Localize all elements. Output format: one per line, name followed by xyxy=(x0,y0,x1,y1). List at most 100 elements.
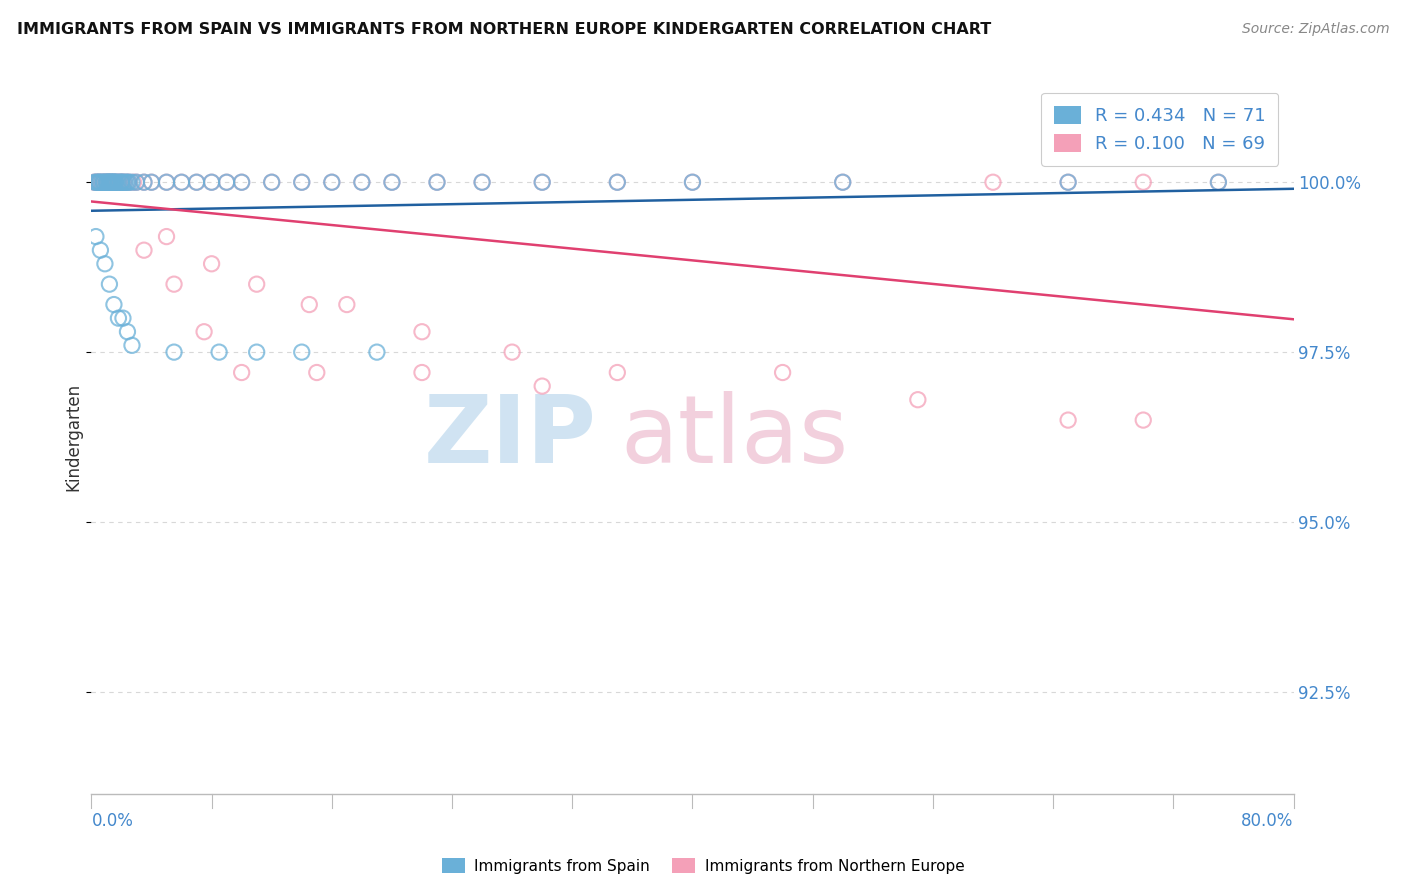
Point xyxy=(260,175,283,189)
Point xyxy=(115,175,138,189)
Point xyxy=(107,175,129,189)
Point xyxy=(321,175,343,189)
Point xyxy=(97,175,120,189)
Point xyxy=(170,175,193,189)
Text: 80.0%: 80.0% xyxy=(1241,812,1294,830)
Point xyxy=(681,175,703,189)
Point xyxy=(141,175,163,189)
Point xyxy=(471,175,494,189)
Point xyxy=(105,175,128,189)
Point xyxy=(93,175,115,189)
Point xyxy=(121,175,143,189)
Point xyxy=(117,175,139,189)
Point xyxy=(231,175,253,189)
Point xyxy=(381,175,404,189)
Point xyxy=(90,175,112,189)
Point xyxy=(215,175,238,189)
Point xyxy=(163,345,186,359)
Point xyxy=(89,175,111,189)
Point xyxy=(831,175,853,189)
Point xyxy=(86,175,108,189)
Point xyxy=(96,175,118,189)
Point xyxy=(122,175,145,189)
Point xyxy=(1208,175,1230,189)
Point xyxy=(291,175,314,189)
Point xyxy=(186,175,208,189)
Point xyxy=(336,297,359,311)
Point xyxy=(98,175,121,189)
Point xyxy=(681,175,703,189)
Point xyxy=(606,175,628,189)
Point xyxy=(87,175,110,189)
Point xyxy=(231,175,253,189)
Point xyxy=(96,175,118,189)
Point xyxy=(118,175,141,189)
Point xyxy=(366,345,388,359)
Point xyxy=(103,297,125,311)
Point xyxy=(201,257,224,271)
Point xyxy=(125,175,148,189)
Point xyxy=(110,175,132,189)
Point xyxy=(186,175,208,189)
Point xyxy=(350,175,373,189)
Point xyxy=(98,175,121,189)
Point xyxy=(111,175,134,189)
Point xyxy=(117,325,139,339)
Point xyxy=(94,257,117,271)
Text: ZIP: ZIP xyxy=(423,391,596,483)
Point xyxy=(1132,413,1154,427)
Point xyxy=(426,175,449,189)
Point xyxy=(298,297,321,311)
Point xyxy=(103,175,125,189)
Point xyxy=(96,175,118,189)
Point xyxy=(101,175,124,189)
Point xyxy=(111,175,134,189)
Point xyxy=(114,175,136,189)
Point xyxy=(96,175,118,189)
Point xyxy=(321,175,343,189)
Point xyxy=(246,345,269,359)
Point xyxy=(1057,175,1080,189)
Point xyxy=(118,175,141,189)
Point xyxy=(84,175,107,189)
Point xyxy=(121,338,143,352)
Point xyxy=(291,345,314,359)
Point xyxy=(208,345,231,359)
Point xyxy=(103,175,125,189)
Point xyxy=(104,175,127,189)
Point xyxy=(471,175,494,189)
Point xyxy=(87,175,110,189)
Point xyxy=(107,175,129,189)
Point xyxy=(98,175,121,189)
Point xyxy=(94,175,117,189)
Point xyxy=(108,175,131,189)
Point xyxy=(411,325,433,339)
Point xyxy=(215,175,238,189)
Point xyxy=(94,175,117,189)
Point xyxy=(531,379,554,393)
Point xyxy=(111,311,134,326)
Point xyxy=(100,175,122,189)
Point xyxy=(93,175,115,189)
Point xyxy=(201,175,224,189)
Text: 0.0%: 0.0% xyxy=(91,812,134,830)
Point xyxy=(110,175,132,189)
Point xyxy=(100,175,122,189)
Point xyxy=(104,175,127,189)
Point xyxy=(132,175,155,189)
Point xyxy=(101,175,124,189)
Point xyxy=(83,175,105,189)
Point xyxy=(110,175,132,189)
Point xyxy=(98,175,121,189)
Point xyxy=(193,325,215,339)
Point xyxy=(381,175,404,189)
Point xyxy=(831,175,853,189)
Text: Source: ZipAtlas.com: Source: ZipAtlas.com xyxy=(1241,22,1389,37)
Point xyxy=(132,243,155,257)
Point xyxy=(606,366,628,380)
Point xyxy=(411,366,433,380)
Point xyxy=(86,175,108,189)
Point xyxy=(426,175,449,189)
Point xyxy=(772,366,794,380)
Point xyxy=(89,243,111,257)
